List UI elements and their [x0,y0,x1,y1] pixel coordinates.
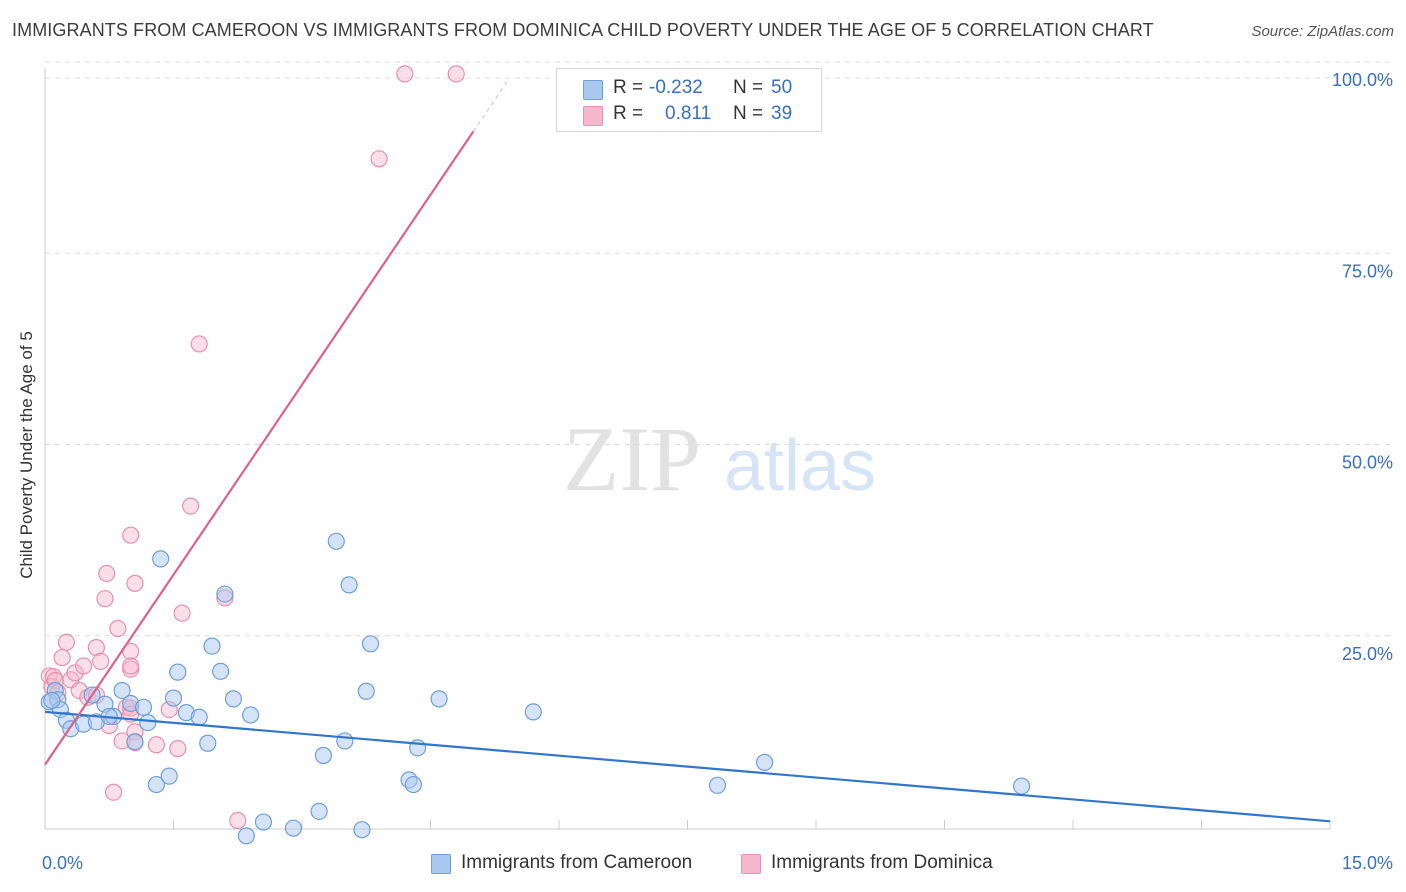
data-point-cameroon [147,775,165,794]
data-point-dominica [98,564,116,583]
data-point-cameroon [134,698,153,716]
data-point-cameroon [203,637,221,655]
data-point-cameroon [169,663,187,681]
data-point-dominica [173,604,191,622]
data-point-cameroon [353,821,371,839]
data-point-dominica [370,150,388,168]
data-point-cameroon [361,635,380,653]
data-point-cameroon [242,706,260,724]
data-point-dominica [122,657,140,675]
data-point-cameroon [190,708,208,726]
data-point-cameroon [216,585,234,603]
data-point-cameroon [164,689,183,707]
data-point-cameroon [310,802,328,820]
data-point-cameroon [212,662,230,680]
y-tick-label: 25.0% [1342,644,1393,664]
data-point-cameroon [224,690,243,708]
data-point-cameroon [126,733,144,751]
data-point-cameroon [152,550,170,568]
legend-swatch-dominica [583,106,603,126]
watermark: ZIP atlas [563,408,876,510]
bottom-legend-swatch-dominica [741,854,761,874]
data-point-dominica [53,648,71,667]
stats-legend: R = -0.232 N = 50 R = 0.811 N = 39 [556,68,822,132]
trendline-dominica-extension [472,80,509,132]
data-point-cameroon [404,775,422,794]
data-point-cameroon [755,753,774,771]
trend-lines [44,80,1331,823]
legend-n-label: N = [733,77,764,98]
legend-r-label: R = [613,103,644,124]
data-point-cameroon [43,691,61,710]
data-point-dominica [182,497,200,515]
data-point-dominica [169,740,187,758]
y-tick-label: 75.0% [1342,261,1393,281]
data-point-dominica [229,811,247,830]
data-point-cameroon [199,734,217,752]
data-point-dominica [190,335,208,353]
data-point-dominica [147,736,165,754]
trendline-cameroon [44,710,1331,823]
chart-title: IMMIGRANTS FROM CAMEROON VS IMMIGRANTS F… [12,20,1154,40]
x-tick-label: 15.0% [1342,853,1393,873]
data-point-cameroon [327,532,345,550]
y-axis-label: Child Poverty Under the Age of 5 [17,331,36,579]
legend-n-value: 50 [771,77,793,98]
legend-r-label: R = [613,77,644,98]
data-point-cameroon [430,690,448,708]
data-point-dominica [122,526,140,544]
legend-r-value: 0.811 [665,103,712,124]
tick-labels: 25.0% 50.0% 75.0% 100.0% 0.0% 15.0% [42,70,1393,873]
data-point-cameroon [524,703,542,721]
bottom-legend-label-cameroon: Immigrants from Cameroon [461,852,693,873]
data-point-cameroon [1012,777,1031,795]
y-tick-label: 50.0% [1342,453,1393,473]
data-point-cameroon [708,776,727,794]
bottom-legend-swatch-cameroon [431,854,451,874]
data-point-cameroon [254,813,273,831]
data-point-dominica [87,639,106,657]
legend-n-value: 39 [771,103,793,124]
bottom-legend-label-dominica: Immigrants from Dominica [771,852,993,873]
data-point-cameroon [139,713,157,732]
source-credit: Source: ZipAtlas.com [1251,23,1394,40]
watermark-zip: ZIP [563,408,701,510]
data-point-cameroon [336,732,354,750]
series-cameroon-points [40,532,1031,845]
legend-r-value: -0.232 [649,77,703,98]
data-point-dominica [396,65,414,83]
data-point-dominica [92,652,110,671]
data-point-cameroon [314,746,333,765]
grid-lines [45,61,1392,637]
data-point-dominica [104,783,123,801]
data-point-dominica [447,65,465,83]
legend-n-label: N = [733,103,764,124]
data-point-cameroon [284,819,303,837]
y-tick-label: 100.0% [1332,70,1393,90]
trendline-dominica [44,130,475,766]
data-point-cameroon [340,576,358,594]
x-tick-label: 0.0% [42,853,83,873]
data-point-dominica [96,590,114,608]
legend-swatch-cameroon [583,80,603,100]
data-point-dominica [57,633,76,651]
data-point-cameroon [237,827,255,845]
data-point-dominica [74,657,93,675]
data-point-dominica [66,664,84,682]
data-point-cameroon [160,767,178,785]
data-point-cameroon [357,682,375,700]
data-point-dominica [109,619,127,638]
data-point-dominica [126,574,144,592]
data-point-cameroon [113,681,131,700]
watermark-atlas: atlas [724,426,876,506]
